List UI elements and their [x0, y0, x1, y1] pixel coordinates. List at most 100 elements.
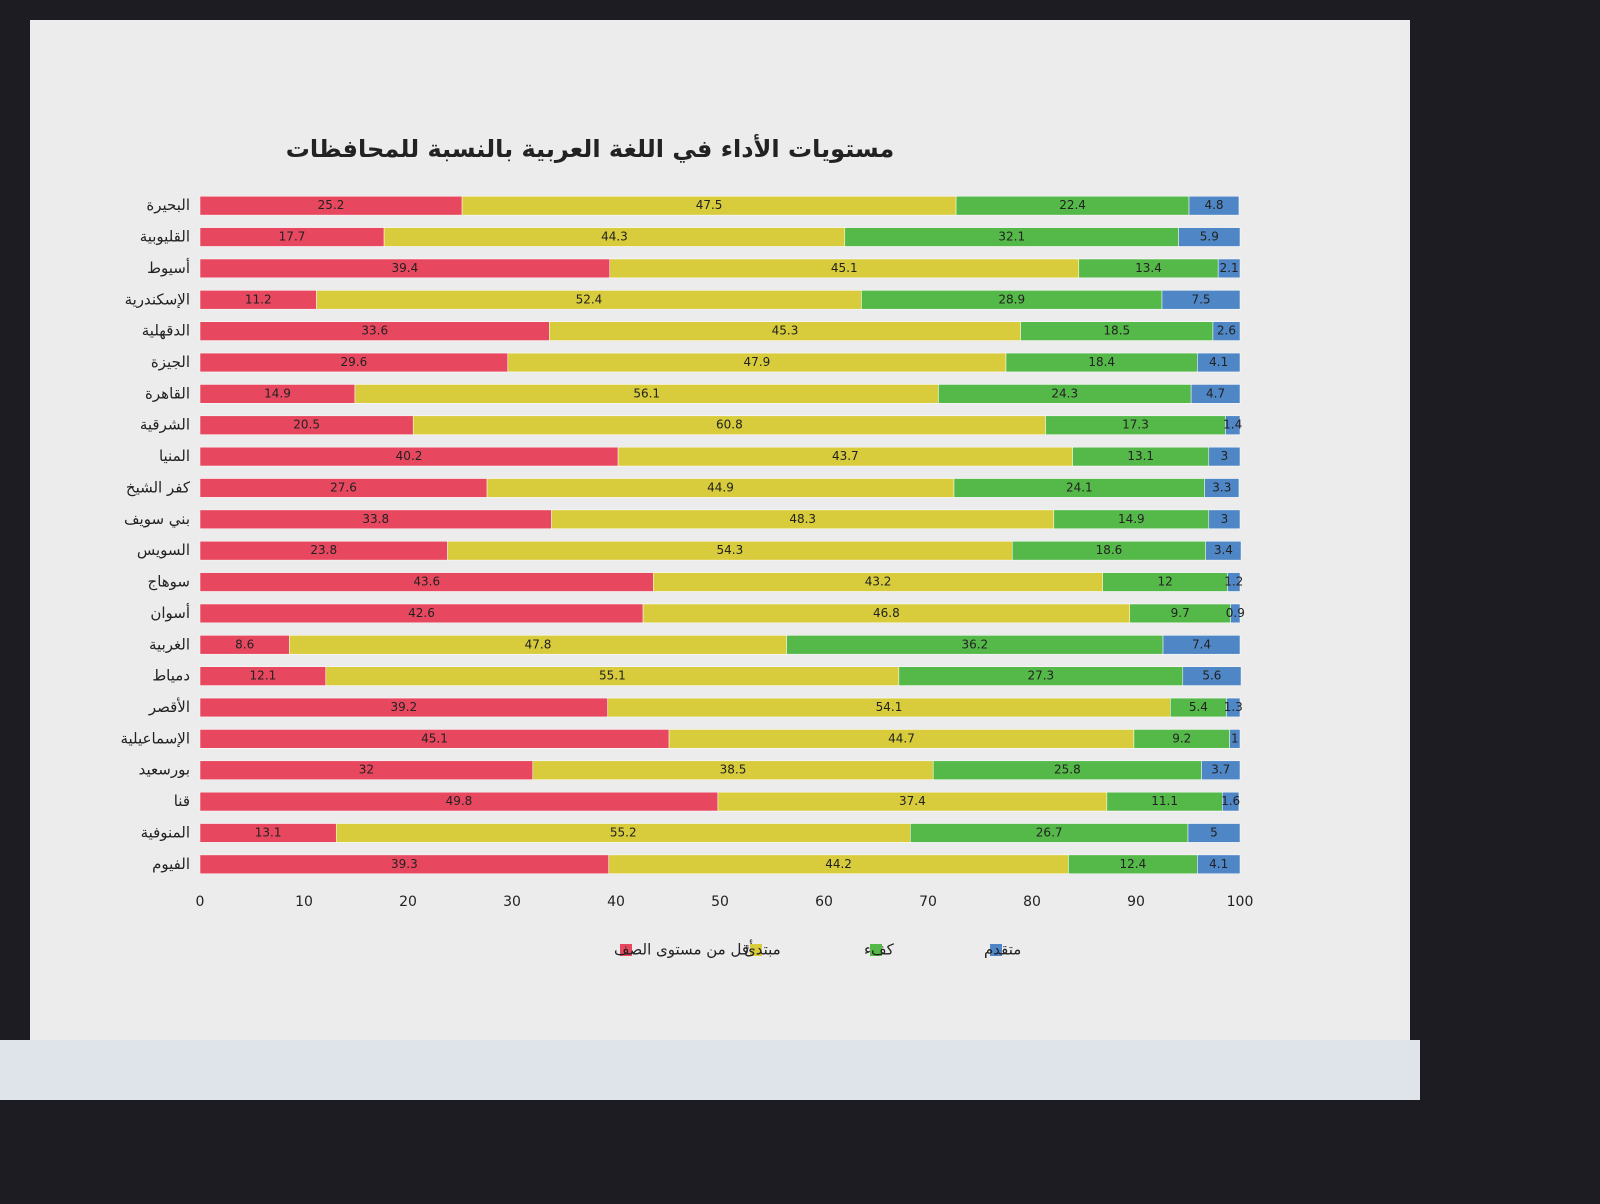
data-label: 18.6 — [1096, 543, 1123, 557]
data-label: 44.9 — [707, 480, 734, 494]
bar-segment — [1217, 258, 1241, 279]
data-label: 39.2 — [390, 700, 417, 714]
data-label: 8.6 — [235, 637, 254, 651]
bar-segment — [1197, 854, 1241, 874]
data-label: 52.4 — [576, 292, 603, 306]
legend-swatch — [870, 944, 882, 956]
data-label: 54.3 — [717, 543, 744, 557]
data-label: 27.6 — [330, 480, 357, 494]
x-tick-label: 90 — [1127, 894, 1145, 910]
data-label: 45.1 — [421, 731, 448, 745]
data-label: 43.7 — [832, 449, 859, 463]
x-tick-label: 0 — [196, 894, 205, 910]
data-label: 32 — [359, 763, 374, 777]
bar-segment — [1227, 572, 1241, 592]
bar-segment — [1182, 666, 1242, 686]
taskbar — [0, 1040, 1420, 1100]
data-label: 12 — [1157, 575, 1172, 589]
data-label: 17.3 — [1122, 418, 1149, 432]
category-label: كفر الشيخ — [126, 478, 191, 496]
x-tick-label: 20 — [399, 894, 417, 910]
data-label: 1.4 — [1223, 418, 1242, 432]
category-label: قنا — [174, 792, 190, 810]
data-label: 23.8 — [310, 543, 337, 557]
data-label: 3.7 — [1211, 763, 1230, 777]
data-label: 55.1 — [599, 669, 626, 683]
bar-segment — [1225, 415, 1241, 435]
data-label: 14.9 — [264, 386, 291, 400]
legend-swatch — [750, 944, 762, 956]
data-label: 3.3 — [1212, 480, 1231, 494]
data-label: 17.7 — [279, 230, 306, 244]
data-label: 1.2 — [1224, 575, 1243, 589]
data-label: 38.5 — [720, 763, 747, 777]
data-label: 7.4 — [1192, 637, 1211, 651]
category-label: الغربية — [149, 635, 190, 653]
bar-segment — [1187, 823, 1241, 843]
category-label: بني سويف — [124, 510, 190, 529]
category-label: أسوان — [150, 603, 190, 622]
data-label: 13.4 — [1135, 261, 1162, 275]
data-label: 18.5 — [1103, 324, 1130, 338]
category-label: الإسكندرية — [125, 290, 190, 308]
data-label: 4.1 — [1209, 355, 1228, 369]
legend-label: متقدم — [984, 941, 1021, 959]
data-label: 43.2 — [865, 575, 892, 589]
data-label: 47.9 — [744, 355, 771, 369]
data-label: 3.4 — [1214, 543, 1233, 557]
legend-swatch — [620, 944, 632, 956]
category-label: الشرقية — [140, 416, 190, 434]
data-label: 33.8 — [362, 512, 389, 526]
category-label: السويس — [137, 541, 190, 559]
data-label: 2.1 — [1220, 261, 1239, 275]
data-label: 33.6 — [361, 324, 388, 338]
category-label: القاهرة — [145, 384, 190, 402]
legend-label: كفء — [864, 941, 895, 959]
bar-segment — [1222, 791, 1240, 812]
bar-segment — [1190, 384, 1241, 404]
data-label: 39.3 — [391, 857, 418, 871]
bar-segment — [1212, 321, 1241, 341]
data-label: 24.3 — [1051, 386, 1078, 400]
data-label: 12.4 — [1120, 857, 1147, 871]
legend-swatch — [990, 944, 1002, 956]
x-tick-label: 40 — [607, 894, 625, 910]
data-label: 25.8 — [1054, 763, 1081, 777]
data-label: 3 — [1221, 449, 1229, 463]
bar-segment — [1188, 196, 1240, 216]
data-label: 42.6 — [408, 606, 435, 620]
data-label: 47.8 — [525, 637, 552, 651]
data-label: 11.1 — [1151, 794, 1178, 808]
data-label: 28.9 — [998, 292, 1025, 306]
bar-segment — [1201, 760, 1241, 780]
data-label: 1.3 — [1224, 700, 1243, 714]
data-label: 29.6 — [341, 355, 368, 369]
bar-segment — [1208, 446, 1241, 467]
data-label: 44.2 — [825, 857, 852, 871]
data-label: 49.8 — [446, 794, 473, 808]
category-label: أسيوط — [147, 258, 190, 277]
category-label: دمياط — [152, 667, 190, 685]
chart-title: مستويات الأداء في اللغة العربية بالنسبة … — [286, 134, 895, 163]
data-label: 13.1 — [255, 825, 282, 839]
data-label: 43.6 — [413, 575, 440, 589]
data-label: 1 — [1231, 731, 1239, 745]
bar-segment — [1230, 603, 1241, 624]
data-label: 9.7 — [1171, 606, 1190, 620]
data-label: 22.4 — [1059, 198, 1086, 212]
data-label: 4.1 — [1209, 857, 1228, 871]
data-label: 5 — [1210, 825, 1218, 839]
x-tick-label: 60 — [815, 894, 833, 910]
data-label: 32.1 — [998, 230, 1025, 244]
category-label: القليوبية — [140, 228, 190, 246]
data-label: 45.3 — [772, 324, 799, 338]
data-label: 46.8 — [873, 606, 900, 620]
x-tick-label: 30 — [503, 894, 521, 910]
data-label: 40.2 — [396, 449, 423, 463]
data-label: 45.1 — [831, 261, 858, 275]
bar-segment — [1204, 478, 1240, 498]
data-label: 36.2 — [961, 637, 988, 651]
data-label: 60.8 — [716, 418, 743, 432]
